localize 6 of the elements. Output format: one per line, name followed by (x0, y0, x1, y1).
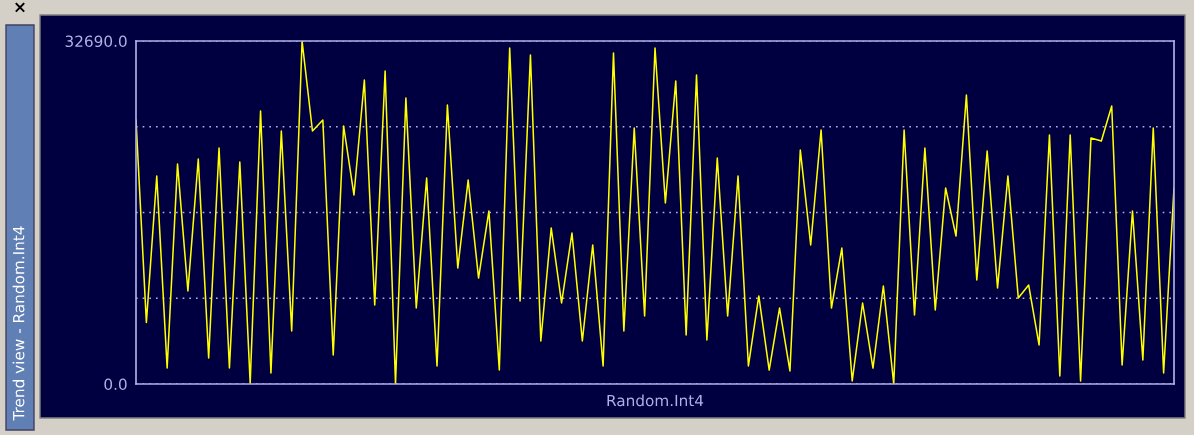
y-tick-label: 0.0 (104, 378, 127, 391)
text: Trend view - Random.Int4 (12, 226, 25, 421)
x-axis-title: Random.Int4 (607, 394, 704, 407)
line-series (136, 41, 1174, 384)
text: × (15, 2, 25, 13)
y-tick-label: 32690.0 (65, 35, 127, 48)
